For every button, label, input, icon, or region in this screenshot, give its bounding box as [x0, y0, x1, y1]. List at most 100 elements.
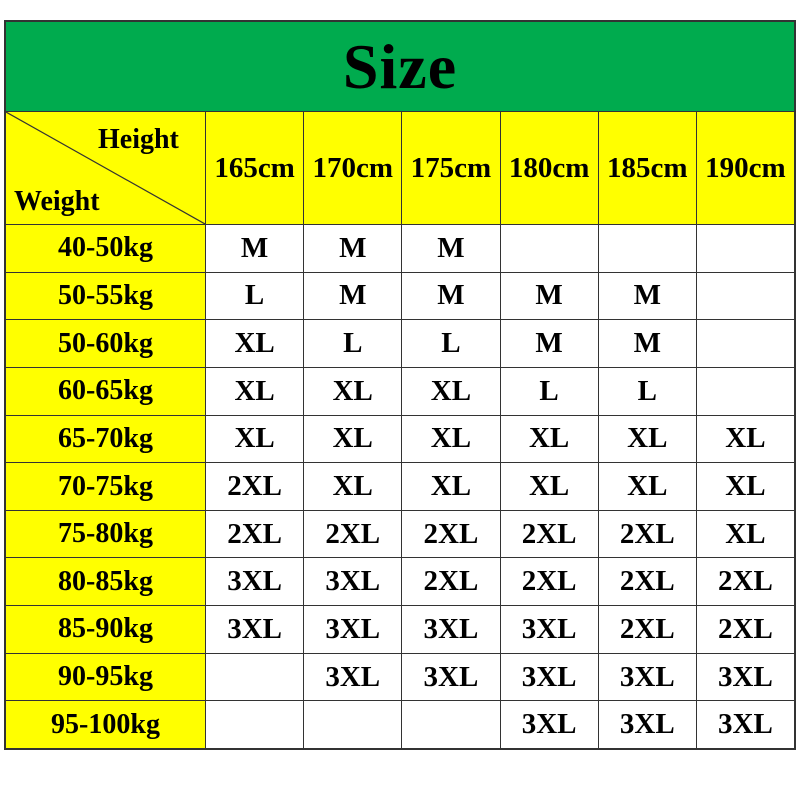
- table-row: 75-80kg 2XL 2XL 2XL 2XL 2XL XL: [6, 509, 795, 558]
- weight-axis-label: Weight: [14, 186, 100, 217]
- size-value-cell: [304, 701, 403, 749]
- table-row: 50-60kg XL L L M M: [6, 319, 795, 367]
- size-value-cell: 3XL: [402, 653, 501, 701]
- size-value-cell: XL: [206, 367, 305, 415]
- column-header-170cm: 170cm: [304, 112, 403, 224]
- size-value-cell: 3XL: [598, 653, 697, 701]
- size-value-cell: XL: [402, 415, 501, 463]
- size-value-cell: 2XL: [598, 510, 697, 558]
- size-value-cell: 3XL: [500, 701, 599, 749]
- size-value-cell: L: [500, 367, 599, 415]
- table-row: 90-95kg 3XL 3XL 3XL 3XL 3XL: [6, 652, 795, 701]
- table-row: 65-70kg XL XL XL XL XL XL: [6, 414, 795, 463]
- height-axis-label: Height: [98, 124, 179, 155]
- size-value-cell: L: [598, 367, 697, 415]
- size-value-cell: 2XL: [206, 463, 305, 510]
- weight-label-cell: 60-65kg: [6, 367, 206, 415]
- size-value-cell: 3XL: [206, 558, 305, 606]
- size-value-cell: L: [206, 272, 305, 320]
- header-row: Height Weight 165cm 170cm 175cm 180cm 18…: [6, 112, 795, 224]
- weight-label-cell: 75-80kg: [6, 510, 206, 558]
- size-value-cell: 3XL: [500, 653, 599, 701]
- table-row: 70-75kg 2XL XL XL XL XL XL: [6, 462, 795, 510]
- corner-cell: Height Weight: [6, 112, 206, 224]
- size-value-cell: XL: [304, 463, 403, 510]
- size-value-cell: XL: [402, 367, 501, 415]
- size-value-cell: 2XL: [402, 558, 501, 606]
- column-header-190cm: 190cm: [696, 112, 795, 224]
- size-value-cell: [696, 320, 795, 367]
- size-value-cell: 3XL: [402, 606, 501, 653]
- size-value-cell: 2XL: [500, 510, 599, 558]
- chart-title: Size: [342, 30, 458, 102]
- size-value-cell: 2XL: [598, 558, 697, 606]
- size-value-cell: XL: [696, 463, 795, 510]
- size-value-cell: XL: [696, 415, 795, 463]
- size-value-cell: 2XL: [304, 510, 403, 558]
- size-value-cell: 3XL: [696, 653, 795, 701]
- size-value-cell: 3XL: [304, 606, 403, 653]
- table-body: 40-50kg M M M 50-55kg L M M M M 50-60kg XL L L M M 60-65…: [6, 224, 795, 749]
- weight-label-cell: 50-60kg: [6, 320, 206, 367]
- size-value-cell: 3XL: [304, 653, 403, 701]
- size-value-cell: M: [500, 320, 599, 367]
- size-value-cell: M: [402, 272, 501, 320]
- size-value-cell: 2XL: [696, 558, 795, 606]
- size-value-cell: [206, 701, 305, 749]
- size-value-cell: XL: [598, 415, 697, 463]
- size-chart-table: Size Height Weight 165cm 170cm 175cm 180…: [4, 20, 796, 750]
- size-value-cell: XL: [598, 463, 697, 510]
- weight-label-cell: 80-85kg: [6, 558, 206, 606]
- size-value-cell: 2XL: [402, 510, 501, 558]
- size-value-cell: 3XL: [304, 558, 403, 606]
- table-row: 85-90kg 3XL 3XL 3XL 3XL 2XL 2XL: [6, 605, 795, 653]
- size-value-cell: [598, 225, 697, 272]
- size-value-cell: 3XL: [598, 701, 697, 749]
- size-value-cell: XL: [500, 415, 599, 463]
- size-value-cell: XL: [304, 415, 403, 463]
- table-row: 95-100kg 3XL 3XL 3XL: [6, 700, 795, 749]
- size-value-cell: L: [304, 320, 403, 367]
- size-value-cell: [696, 272, 795, 320]
- column-header-185cm: 185cm: [598, 112, 697, 224]
- size-value-cell: 2XL: [598, 606, 697, 653]
- chart-title-banner: Size: [6, 22, 794, 112]
- size-value-cell: XL: [206, 320, 305, 367]
- column-header-175cm: 175cm: [402, 112, 501, 224]
- size-value-cell: 2XL: [206, 510, 305, 558]
- size-value-cell: 3XL: [696, 701, 795, 749]
- size-value-cell: M: [598, 272, 697, 320]
- table-row: 80-85kg 3XL 3XL 2XL 2XL 2XL 2XL: [6, 557, 795, 606]
- size-value-cell: M: [304, 272, 403, 320]
- column-header-180cm: 180cm: [500, 112, 599, 224]
- size-value-cell: XL: [402, 463, 501, 510]
- weight-label-cell: 50-55kg: [6, 272, 206, 320]
- weight-label-cell: 70-75kg: [6, 463, 206, 510]
- table-row: 50-55kg L M M M M: [6, 271, 795, 320]
- size-value-cell: XL: [304, 367, 403, 415]
- table-row: 40-50kg M M M: [6, 224, 795, 272]
- weight-label-cell: 40-50kg: [6, 225, 206, 272]
- size-value-cell: 3XL: [500, 606, 599, 653]
- size-value-cell: [500, 225, 599, 272]
- size-value-cell: XL: [206, 415, 305, 463]
- size-value-cell: [696, 225, 795, 272]
- weight-label-cell: 90-95kg: [6, 653, 206, 701]
- weight-label-cell: 65-70kg: [6, 415, 206, 463]
- size-value-cell: M: [598, 320, 697, 367]
- size-value-cell: M: [402, 225, 501, 272]
- size-value-cell: XL: [696, 510, 795, 558]
- size-value-cell: 2XL: [500, 558, 599, 606]
- size-value-cell: [696, 367, 795, 415]
- size-value-cell: M: [206, 225, 305, 272]
- diagonal-divider-line: [6, 112, 205, 224]
- size-value-cell: L: [402, 320, 501, 367]
- size-value-cell: 2XL: [696, 606, 795, 653]
- size-value-cell: XL: [500, 463, 599, 510]
- column-header-165cm: 165cm: [206, 112, 305, 224]
- size-value-cell: M: [500, 272, 599, 320]
- size-value-cell: 3XL: [206, 606, 305, 653]
- size-value-cell: [402, 701, 501, 749]
- size-value-cell: [206, 653, 305, 701]
- weight-label-cell: 95-100kg: [6, 701, 206, 749]
